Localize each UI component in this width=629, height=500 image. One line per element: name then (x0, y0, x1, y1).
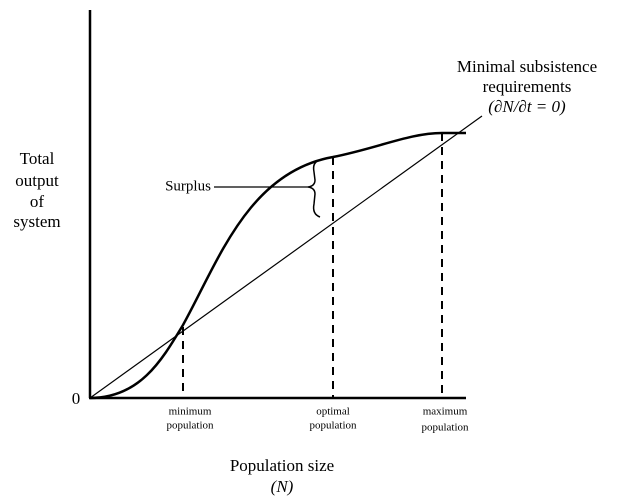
y-label-line: of (30, 192, 45, 211)
marker-label: maximum (423, 406, 468, 418)
marker-label: minimum (169, 406, 212, 418)
x-label: Population size (230, 456, 334, 475)
line-label: (∂N/∂t = 0) (488, 97, 566, 116)
y-label-line: output (15, 171, 59, 190)
marker-label: population (166, 420, 214, 432)
marker-label: population (421, 422, 469, 434)
line-label: Minimal subsistence (457, 57, 597, 76)
x-label: (N) (271, 477, 294, 496)
subsistence-line (89, 115, 483, 399)
marker-label: population (309, 420, 357, 432)
y-label-line: system (13, 212, 60, 231)
line-label: requirements (483, 77, 572, 96)
surplus-label: Surplus (165, 178, 211, 194)
marker-label: optimal (316, 406, 350, 418)
output-curve (89, 131, 466, 400)
origin-label: 0 (72, 389, 81, 408)
y-label-line: Total (20, 149, 55, 168)
